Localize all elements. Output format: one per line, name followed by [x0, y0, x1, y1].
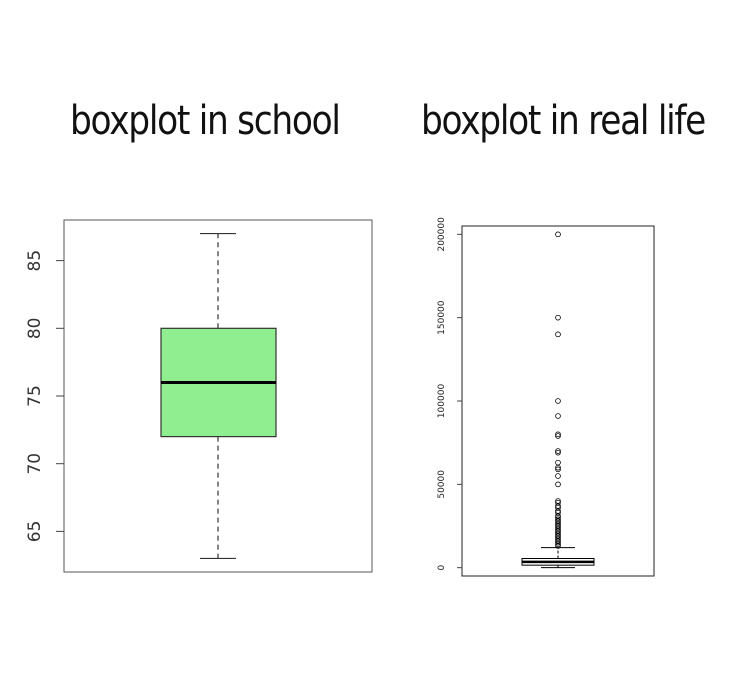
outlier-point: [555, 314, 561, 321]
outlier-point: [555, 398, 561, 404]
outlier-point: [555, 459, 561, 466]
outlier-point: [555, 481, 561, 488]
outlier-point: [555, 449, 561, 456]
outlier-point: [555, 543, 561, 549]
outlier-point: [555, 541, 561, 548]
outlier-point: [555, 413, 561, 419]
y-tick-label: 75: [25, 385, 45, 407]
outlier-point: [555, 331, 561, 338]
y-tick-label: 150000: [437, 300, 447, 335]
right-title: boxplot in real life: [421, 98, 706, 144]
outlier-point: [555, 231, 561, 238]
y-tick-label: 50000: [437, 470, 447, 499]
left-title: boxplot in school: [70, 98, 341, 144]
y-tick-label: 80: [25, 317, 45, 339]
outlier-point: [555, 539, 561, 546]
outlier-point: [555, 431, 561, 438]
y-tick-label: 200000: [437, 217, 447, 252]
outlier-point: [555, 448, 561, 454]
boxplot-real-life: 0 50000 100000 150000 200000: [437, 217, 655, 577]
outlier-point: [555, 464, 561, 471]
y-tick-label: 85: [25, 250, 45, 272]
outlier-point: [555, 466, 561, 473]
y-tick-label: 0: [437, 565, 447, 571]
outlier-point: [555, 473, 561, 479]
boxplot-school: 65 70 75 80 85: [25, 219, 373, 573]
outlier-point: [555, 433, 561, 439]
y-tick-label: 100000: [437, 384, 447, 419]
y-tick-label: 70: [25, 453, 45, 475]
y-tick-label: 65: [25, 521, 45, 543]
